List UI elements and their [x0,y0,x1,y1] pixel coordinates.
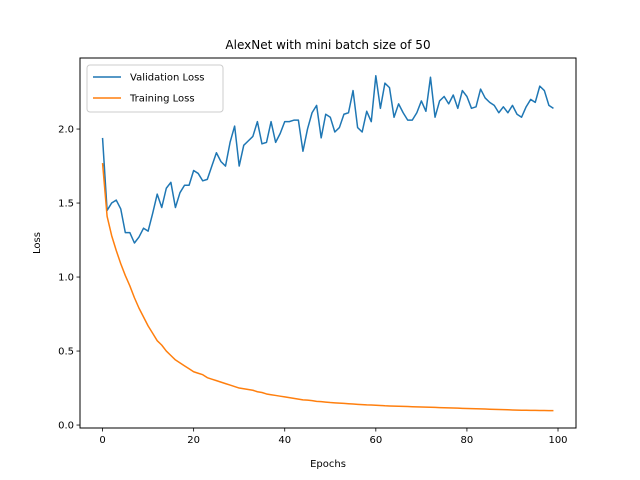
x-tick-label-2: 40 [278,435,291,446]
x-tick-label-1: 20 [187,435,200,446]
chart-title: AlexNet with mini batch size of 50 [225,38,430,52]
y-tick-label-1: 0.5 [58,347,74,358]
x-tick-label-3: 60 [369,435,382,446]
y-tick-label-2: 1.0 [58,273,74,284]
x-axis-label: Epochs [310,459,346,470]
legend-label-0: Validation Loss [130,73,205,84]
y-axis: 0.0 0.5 1.0 1.5 2.0 [58,125,80,432]
legend: Validation Loss Training Loss [86,64,224,113]
series-layer [101,75,554,412]
x-tick-label-0: 0 [99,435,105,446]
x-axis: 0 20 40 60 80 100 [99,428,568,446]
x-tick-label-4: 80 [461,435,474,446]
x-tick-label-5: 100 [548,435,567,446]
y-axis-label: Loss [32,232,43,254]
legend-label-1: Training Loss [129,94,195,105]
y-tick-label-3: 1.5 [58,199,74,210]
series-line-0 [101,75,554,244]
series-line-1 [101,163,554,412]
plot-frame [79,57,577,429]
y-tick-label-4: 2.0 [58,125,74,136]
y-tick-label-0: 0.0 [58,421,74,432]
